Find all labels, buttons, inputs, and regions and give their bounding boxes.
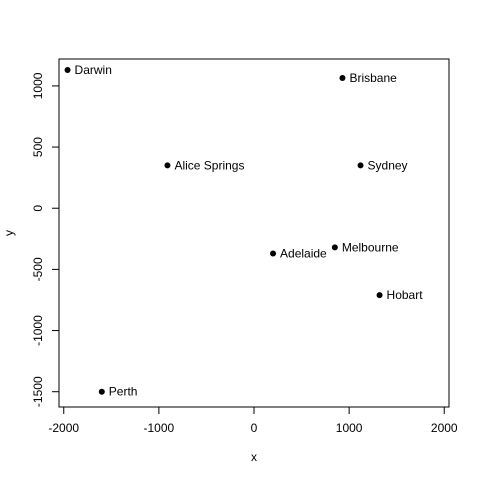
point-label: Adelaide — [280, 246, 327, 260]
y-tick-label: 1000 — [31, 72, 45, 99]
point-label: Sydney — [368, 158, 408, 172]
x-tick-label: 1000 — [336, 421, 363, 435]
data-point — [64, 67, 71, 74]
x-tick-label: -2000 — [48, 421, 79, 435]
y-tick-label: -500 — [31, 257, 45, 281]
point-label: Melbourne — [342, 240, 399, 254]
data-point — [331, 244, 338, 251]
point-label: Perth — [109, 385, 138, 399]
point-label: Darwin — [75, 63, 112, 77]
point-label: Hobart — [387, 288, 424, 302]
data-point — [339, 74, 346, 81]
y-tick-label: -1000 — [31, 315, 45, 346]
y-axis: -1500 -1000 -500 0 500 1000 — [31, 72, 60, 407]
data-point — [357, 162, 364, 169]
x-axis: -2000 -1000 0 1000 2000 — [48, 406, 458, 435]
data-point — [376, 292, 383, 299]
y-tick-label: 0 — [31, 205, 45, 212]
x-tick-label: 0 — [251, 421, 258, 435]
x-tick-label: 2000 — [431, 421, 458, 435]
x-tick-label: -1000 — [144, 421, 175, 435]
y-tick-label: -1500 — [31, 376, 45, 407]
point-label: Brisbane — [349, 71, 397, 85]
data-point — [164, 162, 171, 169]
x-axis-title: x — [251, 450, 257, 464]
y-axis-title: y — [2, 230, 16, 236]
data-point — [98, 388, 105, 395]
point-label: Alice Springs — [174, 158, 244, 172]
data-point — [270, 250, 277, 257]
y-tick-label: 500 — [31, 137, 45, 157]
data-points: Darwin Brisbane Alice Springs Sydney Adelaid… — [64, 63, 424, 399]
